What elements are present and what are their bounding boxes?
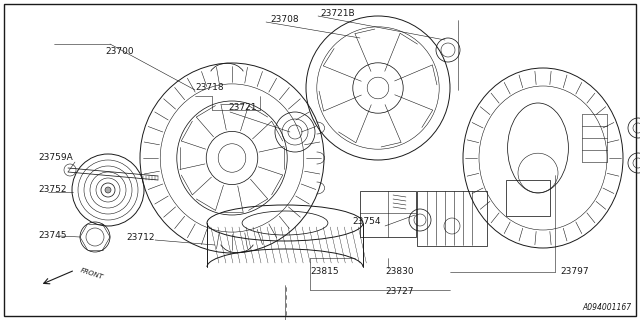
Text: 23700: 23700 (105, 47, 134, 57)
Text: 23754: 23754 (352, 218, 381, 227)
Text: 23721: 23721 (228, 103, 257, 113)
Text: 23797: 23797 (560, 268, 589, 276)
Text: 23721B: 23721B (320, 10, 355, 19)
Text: A094001167: A094001167 (583, 303, 632, 312)
Text: 23815: 23815 (310, 268, 339, 276)
Ellipse shape (105, 187, 111, 193)
Text: 23752: 23752 (38, 186, 67, 195)
Text: 23759A: 23759A (38, 154, 73, 163)
Text: FRONT: FRONT (80, 268, 104, 281)
Text: 23727: 23727 (385, 286, 413, 295)
Bar (506, 180, 550, 216)
Bar (417, 191, 487, 246)
Text: 23830: 23830 (385, 268, 413, 276)
Text: 23708: 23708 (270, 15, 299, 25)
Text: 23712: 23712 (126, 234, 154, 243)
Text: 23745: 23745 (38, 231, 67, 241)
Bar (360, 191, 416, 237)
Text: 23718: 23718 (195, 84, 223, 92)
